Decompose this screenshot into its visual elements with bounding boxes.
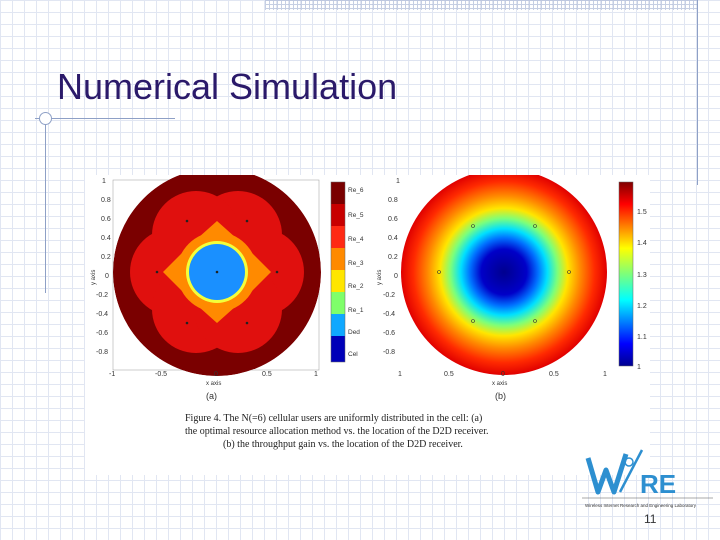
colorbar-label: Re_2 — [348, 283, 364, 290]
colorbar-tick: 1.4 — [637, 240, 647, 247]
y-tick-label: -0.2 — [96, 292, 108, 299]
gain-heatmap-disk — [401, 169, 607, 375]
colorbar-tick: 1.2 — [637, 303, 647, 310]
caption-line: the optimal resource allocation method v… — [185, 426, 489, 437]
x-axis-label: x axis — [206, 381, 221, 387]
panel-a-users — [155, 219, 279, 325]
y-tick-label: -0.4 — [96, 311, 108, 318]
colorbar-b-ticks: 1.5 1.4 1.3 1.2 1.1 1 — [637, 209, 647, 371]
right-divider-line — [697, 0, 698, 185]
caption-line: (b) the throughput gain vs. the location… — [223, 439, 463, 450]
left-divider-line — [45, 118, 46, 293]
panel-a-xticks: -1 -0.5 0 0.5 1 — [109, 371, 318, 378]
y-tick-label: 0.2 — [388, 254, 398, 261]
y-tick-label: 0.4 — [388, 235, 398, 242]
colorbar-b — [618, 181, 634, 367]
x-tick-label: 0.5 — [262, 371, 272, 378]
x-tick-label: 0 — [214, 371, 218, 378]
panel-b-users — [437, 224, 571, 323]
svg-text:RE: RE — [640, 469, 676, 499]
y-tick-label: 0 — [394, 273, 398, 280]
x-tick-label: 1 — [314, 371, 318, 378]
wire-logo: RE Wireless Internet Research and Engine… — [580, 440, 715, 512]
y-tick-label: 0 — [105, 273, 109, 280]
colorbar-a-labels: Re_6 Re_5 Re_4 Re_3 Re_2 Re_1 Ded Cel — [348, 187, 364, 358]
y-tick-label: -0.8 — [96, 349, 108, 356]
caption-line: Figure 4. The N(=6) cellular users are u… — [185, 413, 483, 424]
colorbar-label: Re_1 — [348, 307, 364, 314]
corner-circle-marker — [39, 112, 52, 125]
colorbar-tick: 1.3 — [637, 272, 647, 279]
x-tick-label: 0 — [501, 371, 505, 378]
y-tick-label: -0.4 — [383, 311, 395, 318]
y-tick-label: -0.6 — [383, 330, 395, 337]
panel-b-xticks: 1 0.5 0 0.5 1 — [398, 371, 607, 378]
slide-title: Numerical Simulation — [57, 66, 398, 107]
colorbar-tick: 1.5 — [637, 209, 647, 216]
figure-svg: 1 0.8 0.6 0.4 0.2 0 -0.2 -0.4 -0.6 -0.8 … — [91, 168, 647, 401]
label-b: (b) — [495, 391, 506, 401]
colorbar-label: Cel — [348, 351, 358, 358]
x-tick-label: -0.5 — [155, 371, 167, 378]
colorbar-a — [330, 181, 346, 363]
x-tick-label: 1 — [398, 371, 402, 378]
top-decorative-bar — [265, 0, 697, 10]
x-tick-label: 0.5 — [549, 371, 559, 378]
figure-caption: Figure 4. The N(=6) cellular users are u… — [185, 412, 565, 451]
y-tick-label: -0.6 — [96, 330, 108, 337]
figure-panel: 1 0.8 0.6 0.4 0.2 0 -0.2 -0.4 -0.6 -0.8 … — [85, 168, 650, 475]
panel-a-yticks: 1 0.8 0.6 0.4 0.2 0 -0.2 -0.4 -0.6 -0.8 — [96, 178, 111, 356]
panel-a: 1 0.8 0.6 0.4 0.2 0 -0.2 -0.4 -0.6 -0.8 … — [91, 168, 364, 401]
panel-b-yticks: 1 0.8 0.6 0.4 0.2 0 -0.2 -0.4 -0.6 -0.8 — [383, 178, 400, 356]
y-axis-label: y axis — [91, 270, 97, 285]
y-tick-label: 1 — [102, 178, 106, 185]
colorbar-label: Re_6 — [348, 187, 364, 194]
x-axis-label: x axis — [492, 381, 507, 387]
x-tick-label: 1 — [603, 371, 607, 378]
y-tick-label: 0.6 — [101, 216, 111, 223]
x-tick-label: -1 — [109, 371, 115, 378]
x-tick-label: 0.5 — [444, 371, 454, 378]
y-axis-label: y axis — [377, 270, 383, 285]
colorbar-label: Re_3 — [348, 260, 364, 267]
wire-logo-mark: RE Wireless Internet Research and Engine… — [582, 449, 713, 508]
logo-tagline: Wireless Internet Research and Engineeri… — [585, 503, 697, 508]
y-tick-label: -0.2 — [383, 292, 395, 299]
title-underline — [35, 118, 175, 119]
page-number: 11 — [644, 512, 657, 526]
label-a: (a) — [206, 391, 217, 401]
y-tick-label: 1 — [396, 178, 400, 185]
y-tick-label: 0.6 — [388, 216, 398, 223]
y-tick-label: 0.8 — [388, 197, 398, 204]
colorbar-label: Ded — [348, 329, 360, 336]
y-tick-label: 0.4 — [101, 235, 111, 242]
y-tick-label: 0.8 — [101, 197, 111, 204]
colorbar-label: Re_5 — [348, 212, 364, 219]
colorbar-tick: 1.1 — [637, 334, 647, 341]
colorbar-label: Re_4 — [348, 236, 364, 243]
colorbar-tick: 1 — [637, 364, 641, 371]
panel-b: 1 0.8 0.6 0.4 0.2 0 -0.2 -0.4 -0.6 -0.8 … — [377, 169, 647, 401]
y-tick-label: 0.2 — [101, 254, 111, 261]
y-tick-label: -0.8 — [383, 349, 395, 356]
